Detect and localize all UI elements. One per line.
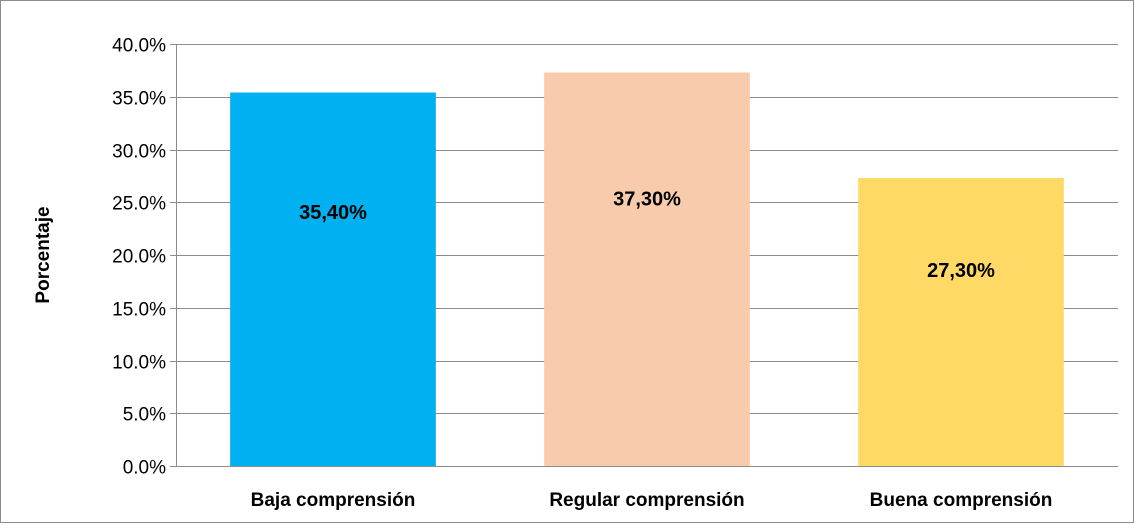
y-tick-label: 35.0% (112, 89, 166, 110)
y-tick-label: 0.0% (123, 458, 166, 479)
bar (230, 92, 436, 466)
data-label: 35,40% (299, 202, 367, 224)
x-category-label: Buena comprensión (870, 490, 1053, 511)
axes (170, 44, 1118, 467)
x-category-label: Baja comprensión (251, 490, 416, 511)
y-tick-label: 40.0% (112, 36, 166, 57)
y-tick-label: 5.0% (123, 405, 166, 426)
bar (858, 177, 1064, 467)
bars (230, 72, 1064, 467)
y-tick-label: 20.0% (112, 247, 166, 268)
y-tick-label: 25.0% (112, 194, 166, 215)
y-tick-label: 30.0% (112, 142, 166, 163)
labels: 0.0% 5.0% 10.0% 15.0% 20.0% 25.0% 30.0% 35.0% 40… (112, 36, 1052, 512)
bar (544, 72, 750, 467)
data-label: 27,30% (927, 260, 995, 282)
y-tick-label: 15.0% (112, 300, 166, 321)
data-label: 37,30% (613, 188, 681, 210)
y-axis-title: Porcentaje (33, 206, 54, 303)
y-tick-label: 10.0% (112, 353, 166, 374)
x-category-label: Regular comprensión (549, 490, 744, 511)
